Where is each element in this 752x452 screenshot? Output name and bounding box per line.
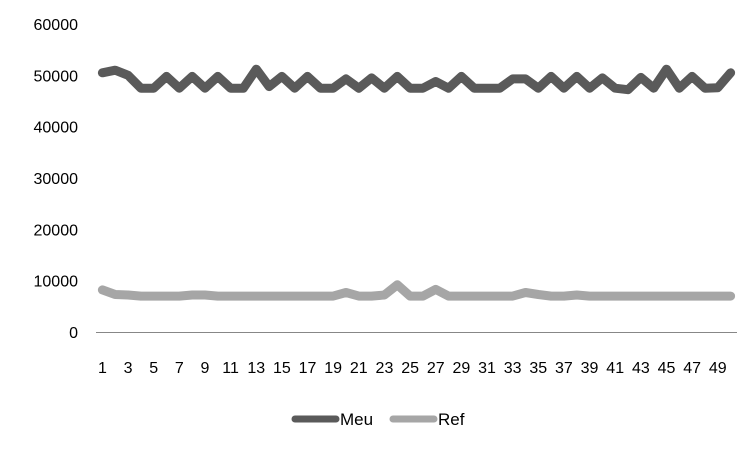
legend-label-meu: Meu [340,410,373,429]
x-tick-label: 35 [529,360,547,377]
x-tick-label: 11 [222,360,239,377]
x-tick-label: 19 [324,360,342,377]
x-tick-label: 41 [606,360,624,377]
x-tick-label: 43 [632,360,650,377]
y-tick-label: 40000 [34,120,79,137]
x-tick-label: 37 [555,360,573,377]
series-line-meu [97,64,736,95]
y-tick-label: 30000 [34,171,79,188]
x-tick-label: 5 [149,360,158,377]
legend-label-ref: Ref [438,410,465,429]
y-tick-label: 0 [69,325,78,342]
x-tick-label: 13 [247,360,265,377]
x-tick-label: 15 [273,360,291,377]
y-axis-labels: 0 10000 20000 30000 40000 50000 60000 [34,17,79,342]
x-tick-label: 27 [427,360,445,377]
x-tick-label: 39 [581,360,599,377]
y-tick-label: 10000 [34,274,79,291]
y-tick-label: 50000 [34,68,79,85]
x-tick-label: 29 [452,360,470,377]
series-line-ref [97,280,736,301]
x-tick-label: 23 [376,360,394,377]
x-tick-label: 25 [401,360,419,377]
series-lines [97,64,736,301]
y-tick-label: 20000 [34,222,79,239]
x-tick-label: 9 [201,360,210,377]
x-axis-labels: 1 3 5 7 9 11 13 15 17 19 21 23 25 27 29 31 33 35 37 39 41 43 4… [98,360,727,377]
x-tick-label: 7 [175,360,184,377]
x-tick-label: 31 [478,360,496,377]
x-tick-label: 17 [299,360,317,377]
x-tick-label: 45 [658,360,676,377]
y-tick-label: 60000 [34,17,79,34]
x-tick-label: 49 [709,360,727,377]
x-tick-label: 47 [683,360,701,377]
x-tick-label: 3 [124,360,133,377]
x-tick-label: 1 [98,360,107,377]
x-tick-label: 33 [504,360,522,377]
x-tick-label: 21 [350,360,368,377]
legend: Meu Ref [291,410,465,429]
